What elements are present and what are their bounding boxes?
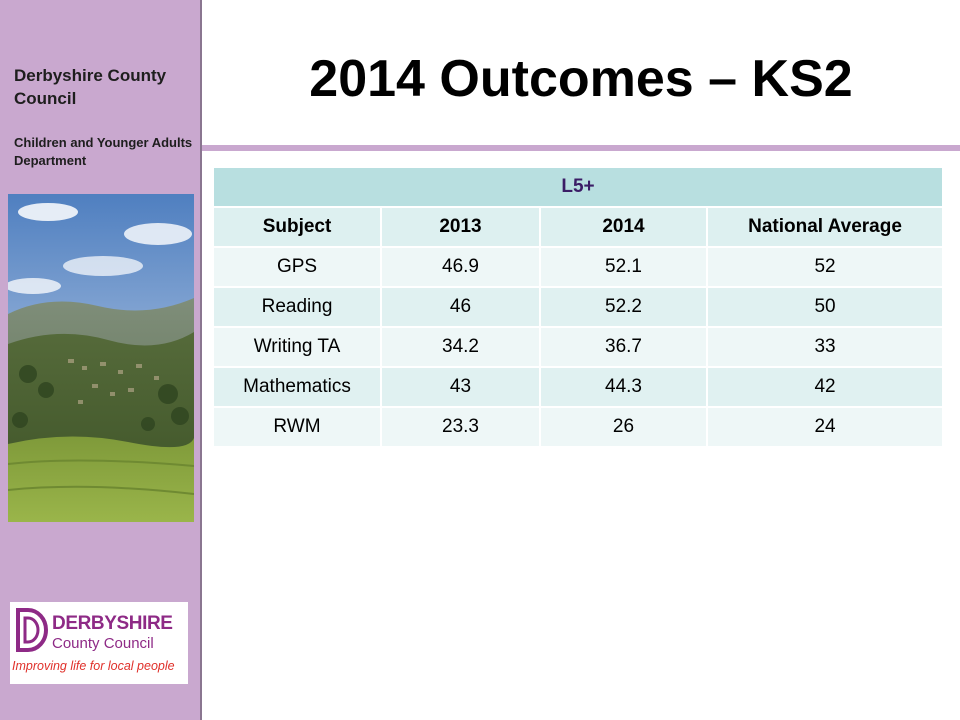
logo-d-icon (16, 608, 48, 652)
sidebar: Derbyshire County Council Children and Y… (0, 0, 202, 720)
column-header-2013: 2013 (381, 207, 541, 248)
cell-2014: 26 (540, 407, 708, 448)
cell-national-average: 42 (707, 367, 943, 408)
cell-subject: Writing TA (214, 327, 382, 368)
council-logo: DERBYSHIRE County Council Improving life… (10, 602, 188, 684)
table-row: GPS 46.9 52.1 52 (214, 247, 943, 288)
group-header: L5+ (214, 168, 943, 208)
logo-word-county-council: County Council (52, 635, 154, 652)
table-row: Writing TA 34.2 36.7 33 (214, 327, 943, 368)
cell-2013: 34.2 (381, 327, 541, 368)
logo-tagline: Improving life for local people (12, 659, 175, 673)
cell-2014: 52.2 (540, 287, 708, 328)
table-row: RWM 23.3 26 24 (214, 407, 943, 448)
column-header-national-average: National Average (707, 207, 943, 248)
title-divider (202, 145, 960, 151)
column-header-subject: Subject (214, 207, 382, 248)
cell-2013: 23.3 (381, 407, 541, 448)
cell-national-average: 50 (707, 287, 943, 328)
department-name: Children and Younger Adults Department (14, 135, 193, 168)
cell-subject: GPS (214, 247, 382, 288)
cell-subject: Mathematics (214, 367, 382, 408)
table-row: Mathematics 43 44.3 42 (214, 367, 943, 408)
org-name: Derbyshire County Council (14, 66, 167, 108)
cell-subject: Reading (214, 287, 382, 328)
cell-national-average: 52 (707, 247, 943, 288)
cell-2014: 36.7 (540, 327, 708, 368)
page-title: 2014 Outcomes – KS2 (309, 50, 853, 108)
cell-2013: 43 (381, 367, 541, 408)
results-table: L5+ Subject 2013 2014 National Average G… (214, 168, 943, 448)
cell-2014: 44.3 (540, 367, 708, 408)
cell-2013: 46 (381, 287, 541, 328)
column-header-2014: 2014 (540, 207, 708, 248)
cell-2013: 46.9 (381, 247, 541, 288)
cell-national-average: 33 (707, 327, 943, 368)
cell-2014: 52.1 (540, 247, 708, 288)
cell-subject: RWM (214, 407, 382, 448)
logo-word-derbyshire: DERBYSHIRE (52, 613, 173, 634)
table-row: Reading 46 52.2 50 (214, 287, 943, 328)
landscape-photo (8, 194, 194, 522)
cell-national-average: 24 (707, 407, 943, 448)
